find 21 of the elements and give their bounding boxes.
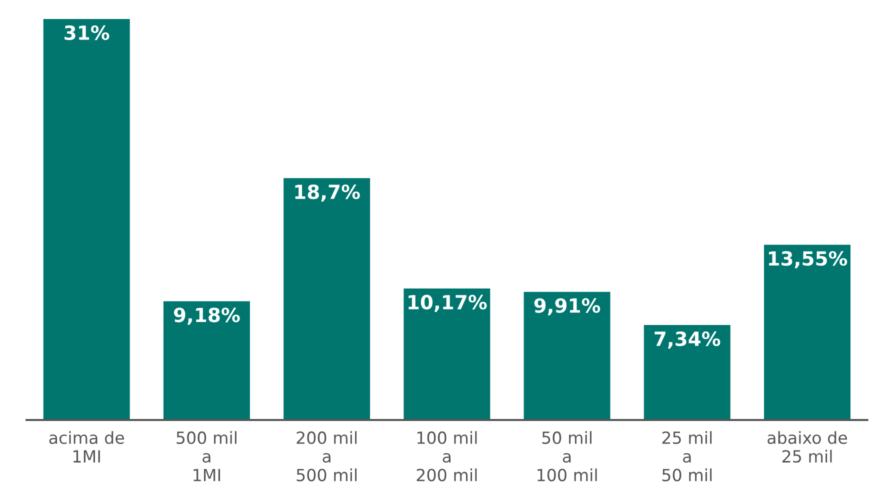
data-label: 7,34% — [654, 331, 720, 349]
data-label: 31% — [64, 25, 110, 40]
data-label: 18,7% — [295, 184, 360, 202]
x-tick-label: 50 mil a 100 mil — [538, 431, 597, 482]
x-tick-label: abaixo de 25 mil — [768, 431, 848, 463]
x-tick-label: 25 mil a 50 mil — [662, 431, 712, 482]
bar — [404, 288, 490, 420]
x-tick-label: 100 mil a 200 mil — [416, 431, 477, 482]
data-label: 13,55% — [768, 251, 848, 268]
bar — [644, 325, 730, 420]
bar — [284, 178, 370, 420]
data-label: 9,18% — [174, 308, 240, 325]
x-tick-label: 200 mil a 500 mil — [296, 431, 357, 482]
data-label: 9,91% — [534, 298, 600, 316]
bar — [163, 301, 250, 420]
x-tick-label: 500 mil a 1MI — [176, 431, 236, 482]
x-tick-label: acima de 1MI — [49, 431, 124, 462]
data-label: 10,17% — [408, 294, 487, 312]
bar — [43, 19, 130, 420]
bar — [524, 292, 610, 420]
bar — [764, 244, 850, 420]
